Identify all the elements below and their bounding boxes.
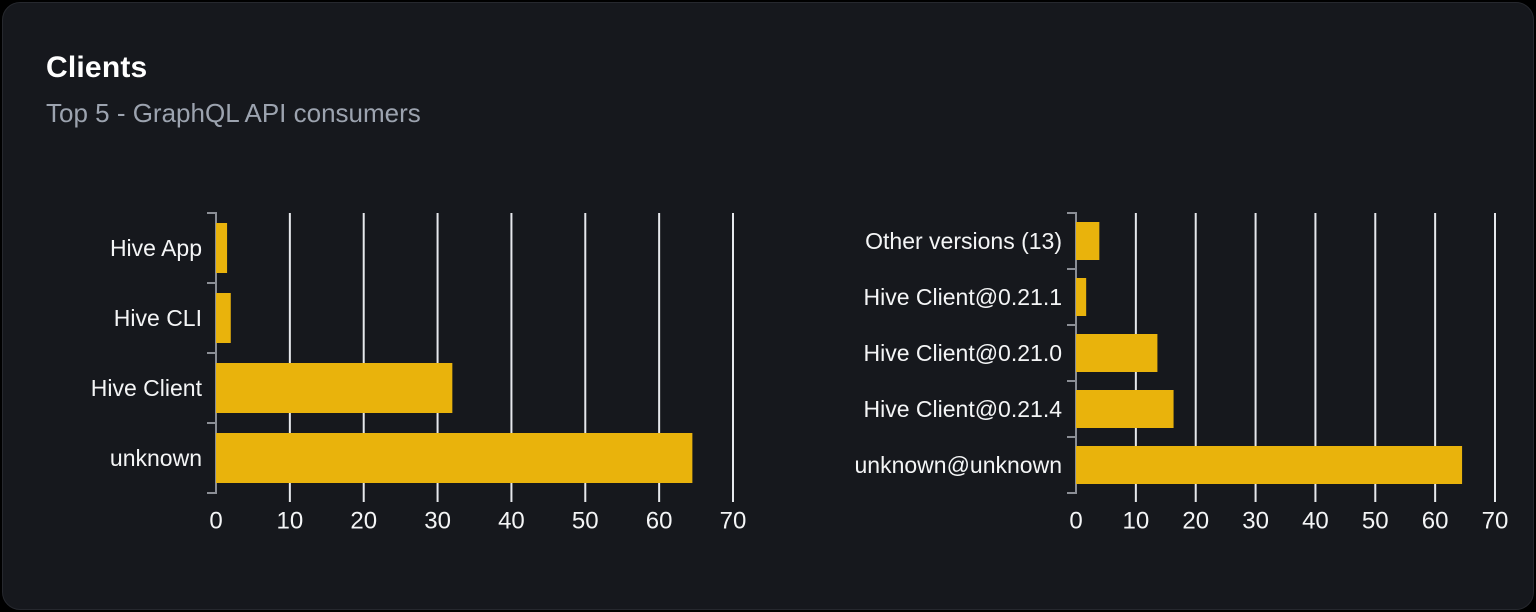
y-category-label: unknown	[110, 445, 202, 471]
x-tick-label: 30	[1242, 508, 1269, 535]
clients-by-version-chart: 0 10 20 30 40 50 60 70 Other versions (13) Hive C…	[855, 212, 1509, 535]
bar[interactable]	[216, 293, 231, 343]
bar[interactable]	[1076, 390, 1174, 428]
bar[interactable]	[1076, 334, 1158, 372]
y-category-label: unknown@unknown	[855, 452, 1062, 478]
x-tick-label: 20	[1182, 508, 1209, 535]
x-tick-label: 70	[1482, 508, 1509, 535]
y-category-label: Hive Client@0.21.1	[864, 284, 1063, 310]
x-tick-label: 30	[424, 508, 451, 535]
y-category-label: Hive CLI	[114, 305, 202, 331]
bar[interactable]	[1076, 446, 1463, 484]
y-category-label: Other versions (13)	[865, 228, 1062, 254]
y-category-label: Hive Client@0.21.0	[864, 340, 1063, 366]
y-category-label: Hive Client	[91, 375, 203, 401]
x-tick-label: 70	[720, 508, 747, 535]
x-tick-label: 60	[1422, 508, 1449, 535]
card-subtitle: Top 5 - GraphQL API consumers	[46, 98, 421, 128]
x-tick-label: 60	[646, 508, 673, 535]
x-tick-label: 50	[572, 508, 599, 535]
card-title: Clients	[46, 51, 148, 84]
y-category-label: Hive App	[110, 235, 202, 261]
x-tick-label: 10	[1123, 508, 1150, 535]
x-tick-label: 40	[1302, 508, 1329, 535]
x-tick-label: 0	[1069, 508, 1082, 535]
bar[interactable]	[216, 433, 693, 483]
clients-by-name-chart: 0 10 20 30 40 50 60 70 Hive App Hive CLI Hive Clie…	[91, 212, 747, 535]
bar[interactable]	[216, 363, 453, 413]
x-tick-label: 40	[498, 508, 525, 535]
bar[interactable]	[216, 223, 228, 273]
y-category-label: Hive Client@0.21.4	[864, 396, 1063, 422]
x-tick-label: 20	[350, 508, 377, 535]
bar[interactable]	[1076, 222, 1100, 260]
x-tick-label: 10	[277, 508, 304, 535]
bar[interactable]	[1076, 278, 1087, 316]
x-tick-label: 50	[1362, 508, 1389, 535]
x-tick-label: 0	[209, 508, 222, 535]
